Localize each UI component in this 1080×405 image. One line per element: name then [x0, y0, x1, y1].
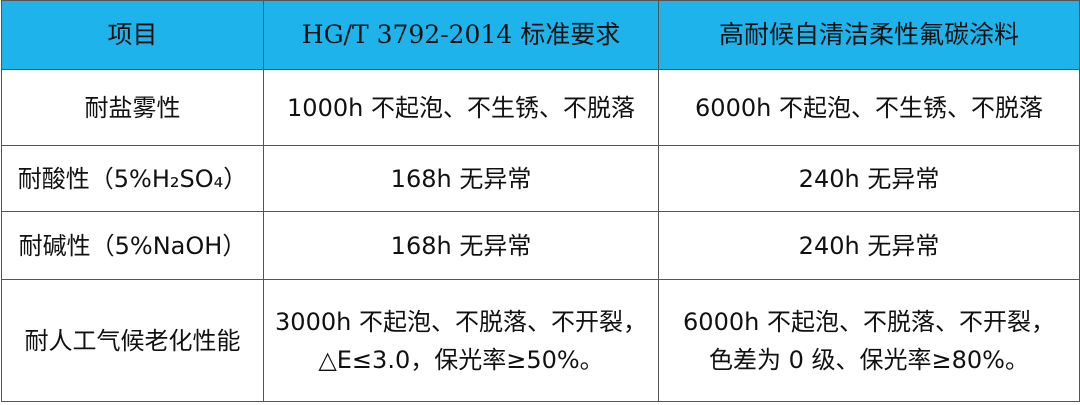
- cell-text: 色差为 0 级、保光率≥80%。: [709, 345, 1029, 374]
- cell-text: 1000h 不起泡、不生锈、不脱落: [287, 93, 635, 122]
- table-row: 耐酸性（5%H₂SO₄） 168h 无异常 240h 无异常: [1, 145, 1080, 212]
- header-text: HG/T 3792-2014 标准要求: [301, 20, 621, 49]
- cell-text: 168h 无异常: [390, 164, 532, 193]
- table-cell: 3000h 不起泡、不脱落、不开裂， △E≤3.0，保光率≥50%。: [263, 279, 659, 402]
- header-row: 项目 HG/T 3792-2014 标准要求 高耐候自清洁柔性氟碳涂料: [1, 0, 1080, 70]
- cell-text: 168h 无异常: [390, 231, 532, 260]
- cell-text: 3000h 不起泡、不脱落、不开裂，: [275, 307, 647, 336]
- cell-text: 240h 无异常: [798, 164, 940, 193]
- table-cell: 6000h 不起泡、不生锈、不脱落: [658, 69, 1080, 146]
- cell-text: 240h 无异常: [798, 231, 940, 260]
- cell-text: 6000h 不起泡、不生锈、不脱落: [695, 93, 1043, 122]
- table-cell: 240h 无异常: [658, 145, 1080, 212]
- table-cell: 6000h 不起泡、不脱落、不开裂， 色差为 0 级、保光率≥80%。: [658, 279, 1080, 402]
- table-cell: 耐酸性（5%H₂SO₄）: [1, 145, 264, 212]
- cell-text: 耐碱性（5%NaOH）: [18, 231, 247, 260]
- cell-text: 耐酸性（5%H₂SO₄）: [17, 164, 248, 193]
- header-cell: 项目: [1, 0, 264, 70]
- cell-text: 耐人工气候老化性能: [24, 326, 241, 355]
- table-cell: 240h 无异常: [658, 211, 1080, 280]
- cell-text: 6000h 不起泡、不脱落、不开裂，: [683, 307, 1055, 336]
- table-cell: 168h 无异常: [263, 145, 659, 212]
- header-cell: HG/T 3792-2014 标准要求: [263, 0, 659, 70]
- table-cell: 耐人工气候老化性能: [1, 279, 264, 402]
- table-row: 耐人工气候老化性能 3000h 不起泡、不脱落、不开裂， △E≤3.0，保光率≥50…: [1, 279, 1080, 402]
- header-cell: 高耐候自清洁柔性氟碳涂料: [658, 0, 1080, 70]
- table-cell: 耐盐雾性: [1, 69, 264, 146]
- cell-text: △E≤3.0，保光率≥50%。: [318, 345, 604, 374]
- header-text: 高耐候自清洁柔性氟碳涂料: [718, 20, 1019, 49]
- table-cell: 1000h 不起泡、不生锈、不脱落: [263, 69, 659, 146]
- table-row: 耐盐雾性 1000h 不起泡、不生锈、不脱落 6000h 不起泡、不生锈、不脱落: [1, 69, 1080, 146]
- table-row: 耐碱性（5%NaOH） 168h 无异常 240h 无异常: [1, 211, 1080, 280]
- header-text: 项目: [107, 20, 158, 49]
- cell-text: 耐盐雾性: [84, 93, 181, 122]
- table-cell: 168h 无异常: [263, 211, 659, 280]
- table-cell: 耐碱性（5%NaOH）: [1, 211, 264, 280]
